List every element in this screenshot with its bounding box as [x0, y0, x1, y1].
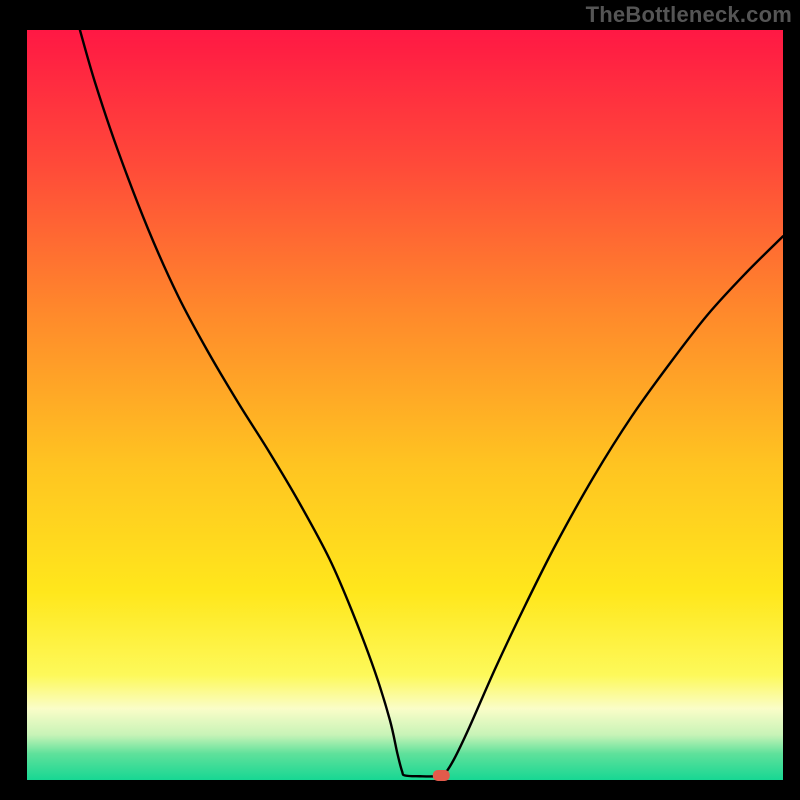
chart-container: TheBottleneck.com — [0, 0, 800, 800]
bottleneck-chart — [0, 0, 800, 800]
source-watermark: TheBottleneck.com — [586, 2, 792, 28]
plot-background — [27, 30, 783, 780]
minimum-marker — [433, 770, 450, 781]
